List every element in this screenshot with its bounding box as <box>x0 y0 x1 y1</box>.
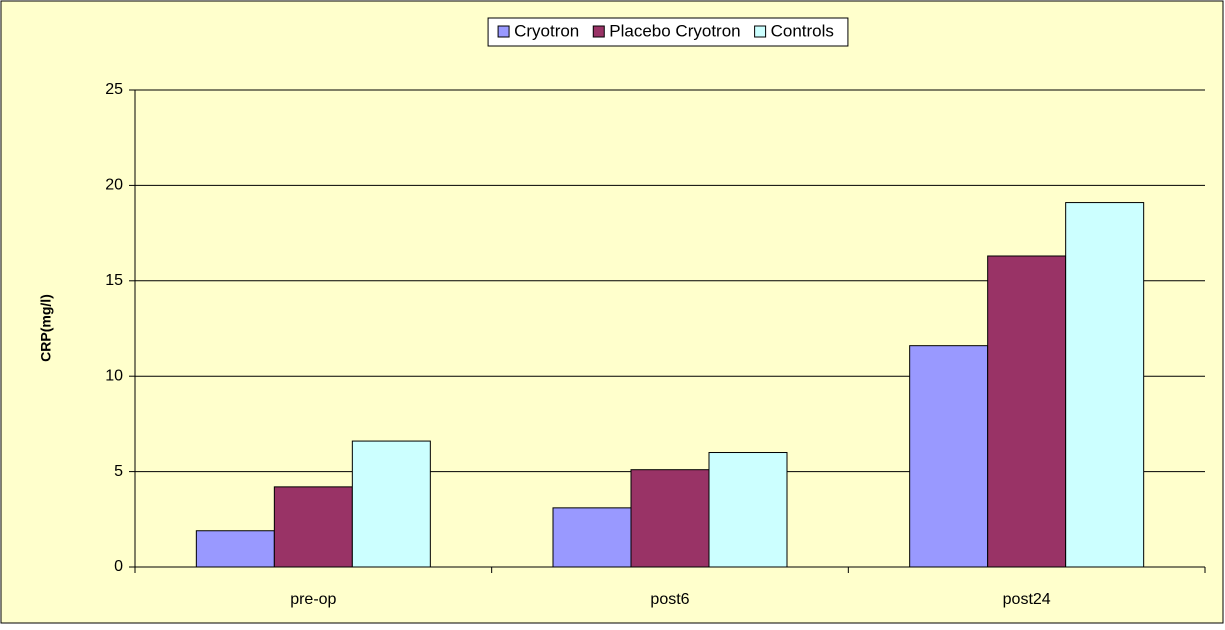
legend-label: Placebo Cryotron <box>609 21 740 40</box>
bar <box>351 440 431 568</box>
y-tick-label: 5 <box>114 463 123 480</box>
y-axis-label: CRP(mg/l) <box>38 294 54 362</box>
bar <box>1065 202 1145 568</box>
y-tick-label: 20 <box>105 177 123 194</box>
legend-swatch <box>754 25 767 38</box>
bar <box>987 255 1067 568</box>
x-tick-label: post6 <box>650 591 689 608</box>
legend-swatch <box>497 25 510 38</box>
bar <box>630 469 710 568</box>
bar <box>273 486 353 568</box>
bar <box>708 452 788 568</box>
legend-label: Controls <box>771 21 834 40</box>
y-tick-label: 0 <box>114 558 123 575</box>
x-tick-label: post24 <box>1003 591 1051 608</box>
y-tick-label: 15 <box>105 272 123 289</box>
legend-swatch <box>592 25 605 38</box>
bar <box>195 530 275 568</box>
x-tick-label: pre-op <box>290 591 336 608</box>
legend <box>487 17 849 47</box>
bar <box>909 345 989 568</box>
y-tick-label: 10 <box>105 367 123 384</box>
y-tick-label: 25 <box>105 81 123 98</box>
legend-label: Cryotron <box>514 21 579 40</box>
bar <box>552 507 632 568</box>
